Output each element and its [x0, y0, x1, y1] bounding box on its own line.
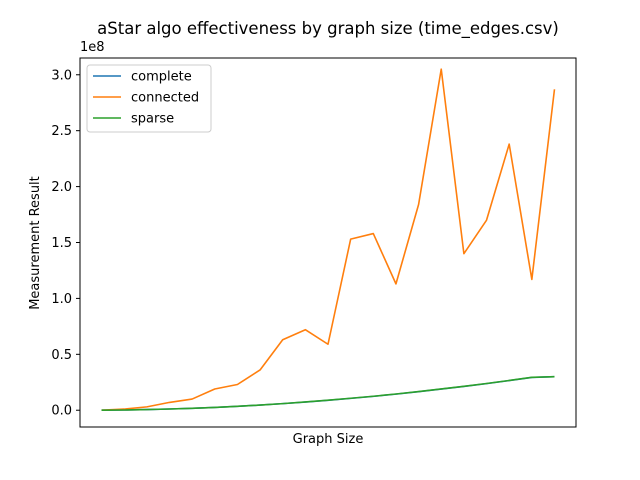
plot-lines — [101, 68, 556, 412]
y-axis-ticks: 0.0 0.5 1.0 1.5 2.0 2.5 3.0 — [51, 68, 80, 419]
y-tick-label: 2.0 — [51, 180, 72, 195]
legend-box — [86, 64, 212, 133]
y-tick-label: 1.5 — [51, 236, 72, 251]
y-tick-label: 2.5 — [51, 124, 72, 139]
legend-label-complete: complete — [131, 70, 192, 85]
y-axis-offset-label: 1e8 — [80, 40, 105, 55]
legend: complete connected sparse — [86, 64, 212, 133]
y-tick-label: 3.0 — [51, 68, 72, 83]
plot-area-frame — [79, 57, 577, 428]
legend-label-sparse: sparse — [131, 112, 174, 127]
y-axis-label: Measurement Result — [28, 176, 43, 310]
y-tick-label: 0.5 — [51, 348, 72, 363]
legend-label-connected: connected — [131, 91, 199, 106]
y-tick-label: 1.0 — [51, 292, 72, 307]
series-line-sparse — [101, 375, 555, 412]
chart-title: aStar algo effectiveness by graph size (… — [97, 19, 559, 39]
y-tick-label: 0.0 — [51, 404, 72, 419]
series-line-connected — [101, 68, 556, 412]
x-axis-label: Graph Size — [293, 432, 364, 447]
